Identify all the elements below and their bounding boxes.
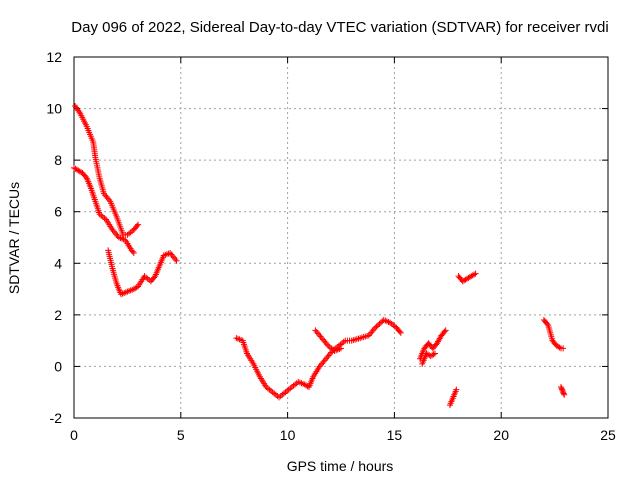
series-track xyxy=(455,270,479,285)
x-tick-label: 10 xyxy=(280,427,296,443)
data-point xyxy=(559,387,566,394)
data-point xyxy=(372,324,379,331)
data-point xyxy=(441,328,448,335)
series-track xyxy=(233,317,404,401)
data-point xyxy=(376,320,383,327)
data-point xyxy=(544,320,551,327)
y-tick-label: 12 xyxy=(46,49,62,65)
data-point xyxy=(560,390,567,397)
x-tick-label: 15 xyxy=(387,427,403,443)
data-point xyxy=(431,350,438,357)
grid xyxy=(74,57,608,418)
y-axis-label: SDTVAR / TECUs xyxy=(6,182,22,294)
data-point xyxy=(375,322,382,329)
y-tick-label: 6 xyxy=(54,204,62,220)
data-point xyxy=(173,257,180,264)
data-point xyxy=(396,328,403,335)
x-tick-label: 25 xyxy=(600,427,616,443)
data-point xyxy=(561,391,568,398)
series-track xyxy=(558,384,568,398)
data-point xyxy=(151,274,158,281)
data-points xyxy=(71,102,568,409)
plot-frame xyxy=(73,56,609,419)
series-track xyxy=(71,164,137,256)
y-tick-label: 0 xyxy=(54,358,62,374)
data-point xyxy=(560,389,567,396)
data-point xyxy=(558,384,565,391)
data-point xyxy=(134,222,141,229)
data-point xyxy=(377,319,384,326)
series-track xyxy=(312,327,344,354)
x-axis-label: GPS time / hours xyxy=(287,458,394,474)
data-point xyxy=(373,323,380,330)
x-tick-label: 20 xyxy=(493,427,509,443)
y-tick-label: 2 xyxy=(54,307,62,323)
chart-title: Day 096 of 2022, Sidereal Day-to-day VTE… xyxy=(71,19,608,36)
series-track xyxy=(446,386,460,409)
series-track xyxy=(540,317,567,352)
series-track xyxy=(72,102,142,238)
data-point xyxy=(442,327,449,334)
data-point xyxy=(471,271,478,278)
y-tick-label: -2 xyxy=(50,410,63,426)
series-track xyxy=(105,247,180,298)
x-tick-label: 5 xyxy=(177,427,185,443)
data-point xyxy=(135,221,142,228)
series-track xyxy=(417,327,449,362)
y-tick-label: 10 xyxy=(46,101,62,117)
data-point xyxy=(453,386,460,393)
axis-ticks: 0 5 10 15 20 25 -2 0 2 4 6 8 10 12 xyxy=(46,49,616,443)
data-point xyxy=(397,329,404,336)
y-tick-label: 4 xyxy=(54,255,62,271)
data-point xyxy=(129,248,136,255)
y-tick-label: 8 xyxy=(54,152,62,168)
data-point xyxy=(556,344,563,351)
series-track xyxy=(419,350,438,367)
x-tick-label: 0 xyxy=(70,427,78,443)
data-point xyxy=(338,345,344,352)
data-point xyxy=(430,351,437,358)
data-point xyxy=(472,270,479,277)
data-point xyxy=(559,386,566,393)
data-point xyxy=(560,345,567,352)
data-point xyxy=(82,173,89,180)
data-point xyxy=(558,385,565,392)
data-point xyxy=(130,249,137,256)
